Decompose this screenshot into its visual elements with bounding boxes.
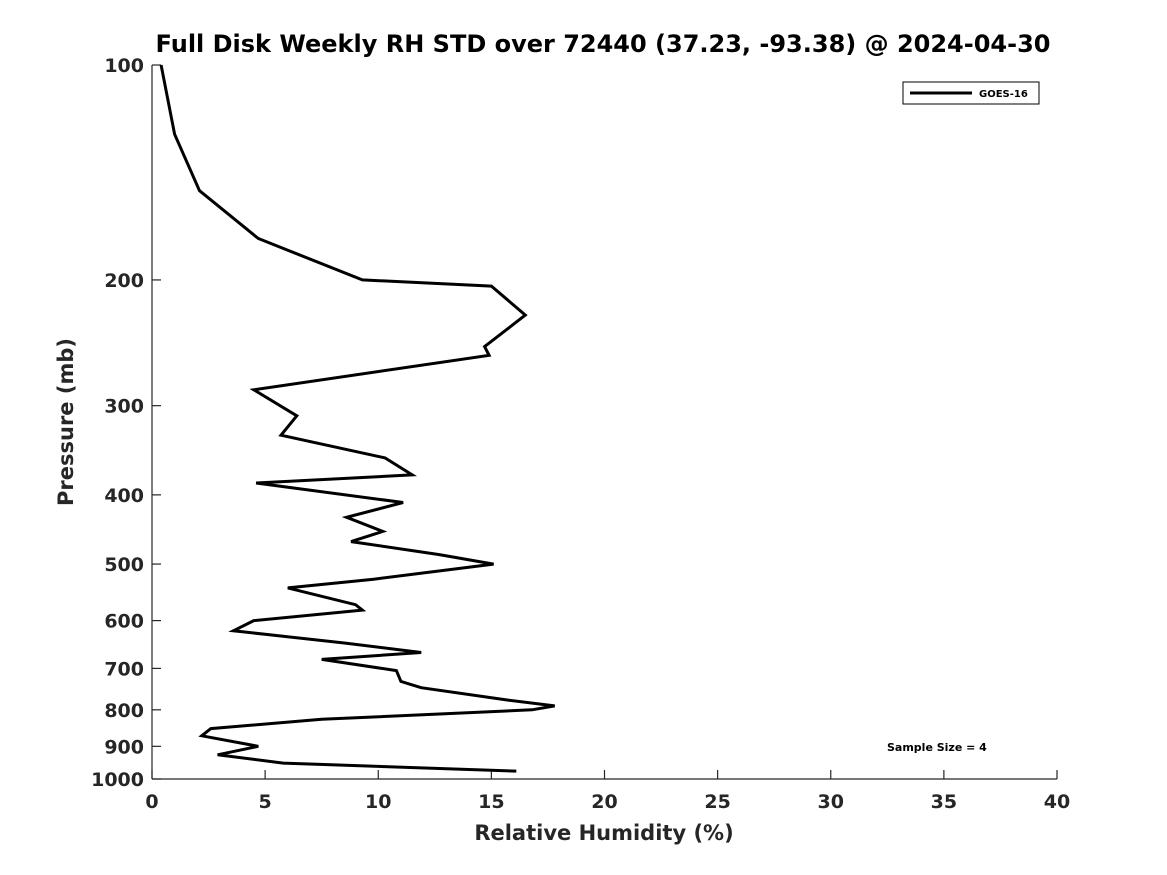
x-tick-label-30: 30 <box>818 791 844 813</box>
series-line-goes-16 <box>159 64 555 773</box>
legend-label-goes-16: GOES-16 <box>979 89 1028 100</box>
x-axis-label: Relative Humidity (%) <box>474 821 733 845</box>
y-tick-label-900: 900 <box>104 736 144 758</box>
series-layer <box>159 64 555 773</box>
y-tick-label-800: 800 <box>104 700 144 722</box>
x-tick-label-25: 25 <box>704 791 730 813</box>
y-tick-label-700: 700 <box>104 658 144 680</box>
y-tick-label-1000: 1000 <box>91 769 144 791</box>
sample-size-annotation: Sample Size = 4 <box>887 741 987 754</box>
x-tick-label-10: 10 <box>365 791 391 813</box>
x-tick-label-40: 40 <box>1044 791 1070 813</box>
y-tick-label-600: 600 <box>104 611 144 633</box>
x-tick-label-0: 0 <box>145 791 158 813</box>
y-tick-label-300: 300 <box>104 396 144 418</box>
y-tick-label-400: 400 <box>104 485 144 507</box>
legend: GOES-16 <box>902 81 1040 105</box>
x-tick-label-20: 20 <box>591 791 617 813</box>
x-axis-ticks: 0 5 10 15 20 25 30 35 40 <box>145 770 1070 813</box>
plot-axes <box>151 65 1057 780</box>
x-tick-label-5: 5 <box>259 791 272 813</box>
y-tick-label-100: 100 <box>104 55 144 77</box>
y-axis-label: Pressure (mb) <box>54 338 78 506</box>
x-tick-label-15: 15 <box>478 791 504 813</box>
y-tick-label-200: 200 <box>104 270 144 292</box>
chart-title: Full Disk Weekly RH STD over 72440 (37.2… <box>156 30 1051 58</box>
y-axis-ticks: 100 200 300 400 500 600 700 800 900 1000 <box>91 55 161 791</box>
x-tick-label-35: 35 <box>931 791 957 813</box>
y-tick-label-500: 500 <box>104 554 144 576</box>
